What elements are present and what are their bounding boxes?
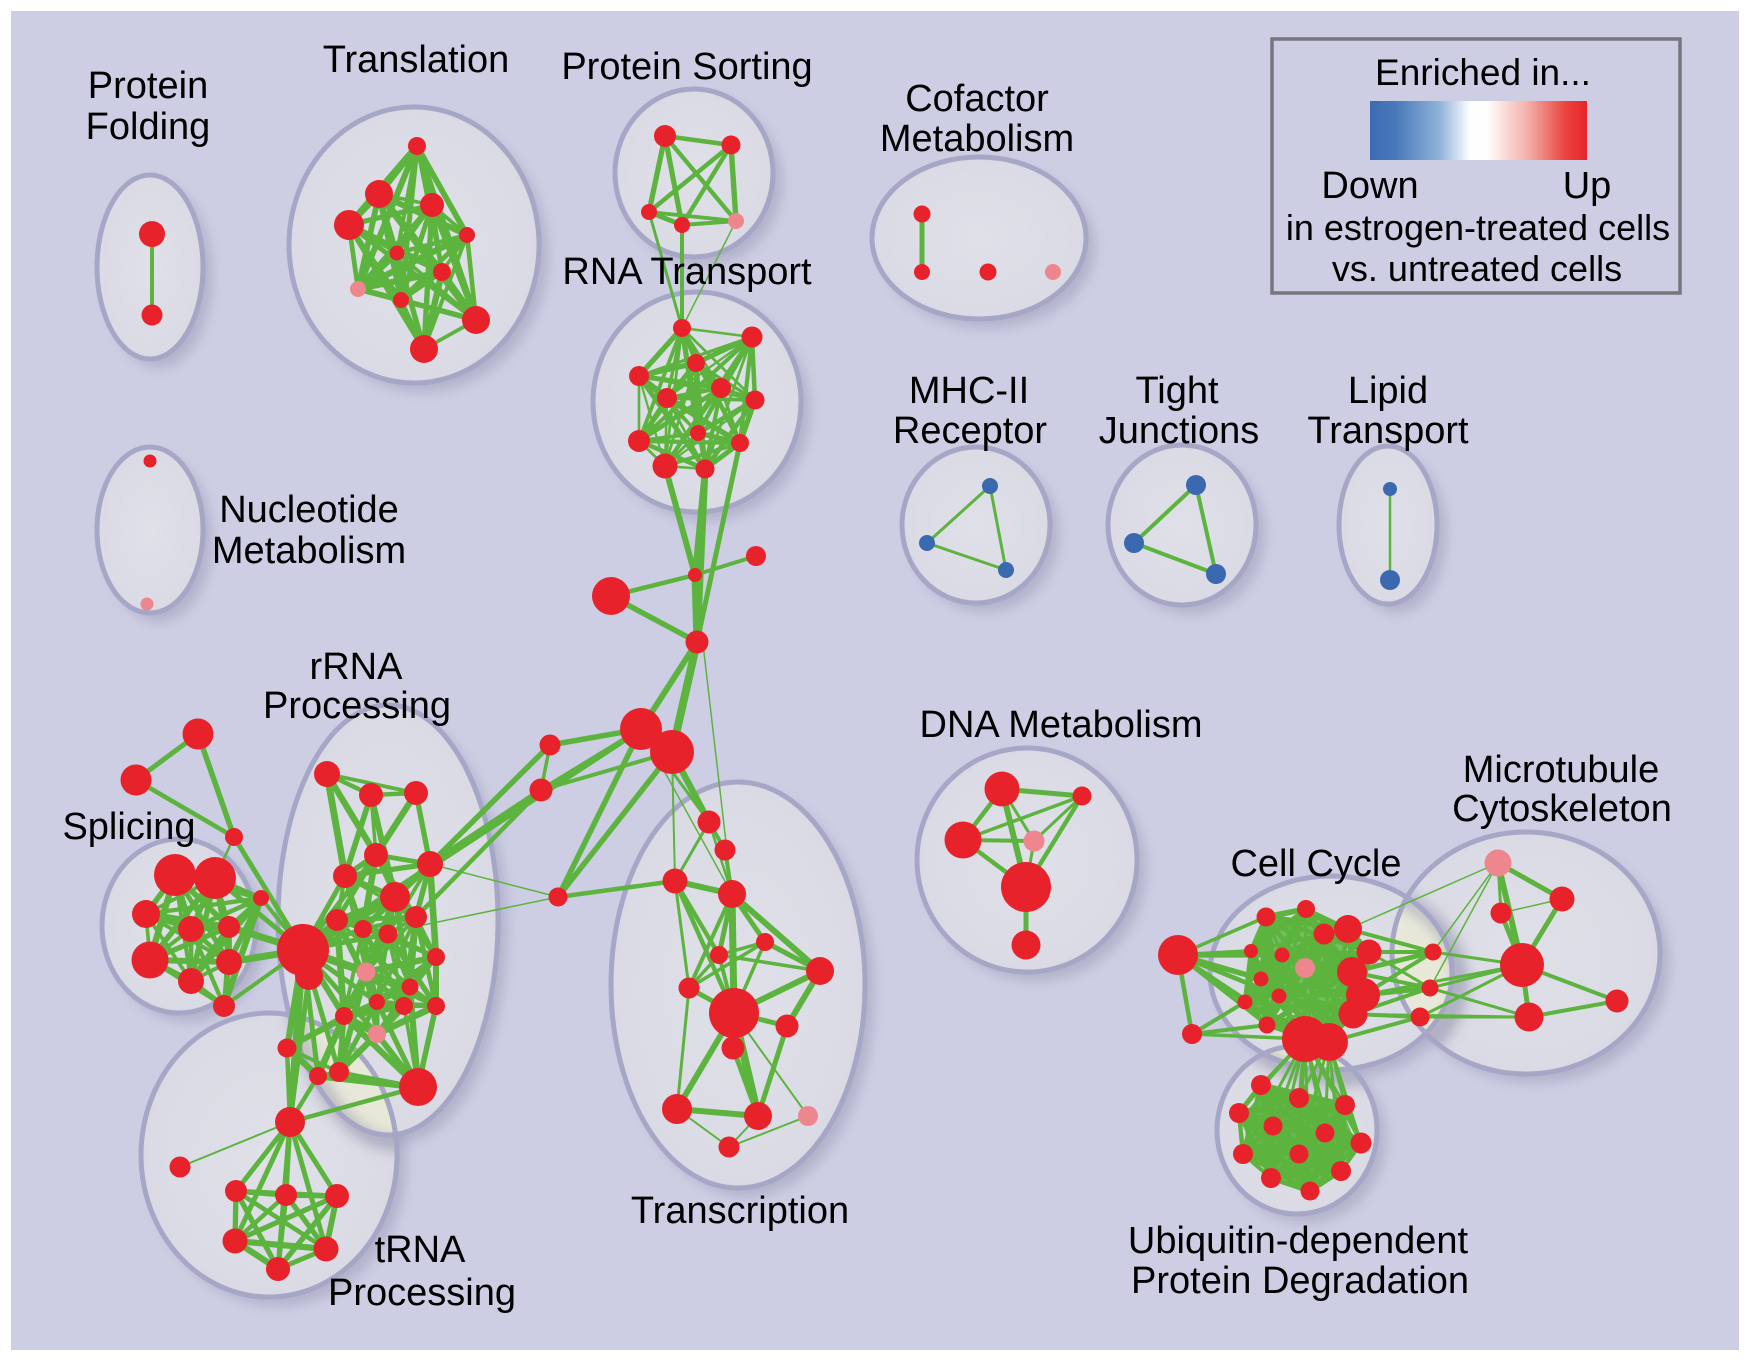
svg-text:Translation: Translation [323,39,510,81]
svg-text:Microtubule: Microtubule [1463,749,1659,791]
svg-text:Ubiquitin-dependent: Ubiquitin-dependent [1128,1220,1469,1262]
svg-text:Processing: Processing [263,685,451,727]
svg-text:tRNA: tRNA [375,1229,466,1271]
svg-text:Tight: Tight [1135,370,1219,412]
svg-text:Junctions: Junctions [1099,410,1260,452]
svg-text:Metabolism: Metabolism [880,118,1074,160]
svg-text:Receptor: Receptor [893,410,1048,452]
svg-text:Protein Sorting: Protein Sorting [561,46,812,88]
svg-text:MHC-II: MHC-II [909,370,1029,412]
svg-text:Enriched in...: Enriched in... [1375,52,1591,93]
svg-text:Transcription: Transcription [631,1190,849,1232]
svg-text:Processing: Processing [328,1272,516,1314]
svg-text:Transport: Transport [1307,410,1469,452]
svg-text:Protein: Protein [88,65,208,107]
svg-text:Protein Degradation: Protein Degradation [1131,1260,1469,1302]
svg-text:Metabolism: Metabolism [212,530,406,572]
svg-text:Cytoskeleton: Cytoskeleton [1452,788,1672,830]
svg-text:Splicing: Splicing [62,806,195,848]
svg-text:vs. untreated cells: vs. untreated cells [1332,248,1622,289]
svg-text:Up: Up [1563,165,1612,207]
svg-text:RNA Transport: RNA Transport [562,251,812,293]
svg-text:Cofactor: Cofactor [905,78,1049,120]
svg-text:Cell Cycle: Cell Cycle [1230,843,1401,885]
svg-text:Lipid: Lipid [1348,370,1428,412]
svg-text:DNA Metabolism: DNA Metabolism [920,704,1203,746]
svg-text:Folding: Folding [86,106,211,148]
svg-text:Down: Down [1321,165,1418,207]
svg-text:in estrogen-treated cells: in estrogen-treated cells [1286,207,1670,248]
svg-text:rRNA: rRNA [310,646,404,688]
svg-text:Nucleotide: Nucleotide [219,489,399,531]
